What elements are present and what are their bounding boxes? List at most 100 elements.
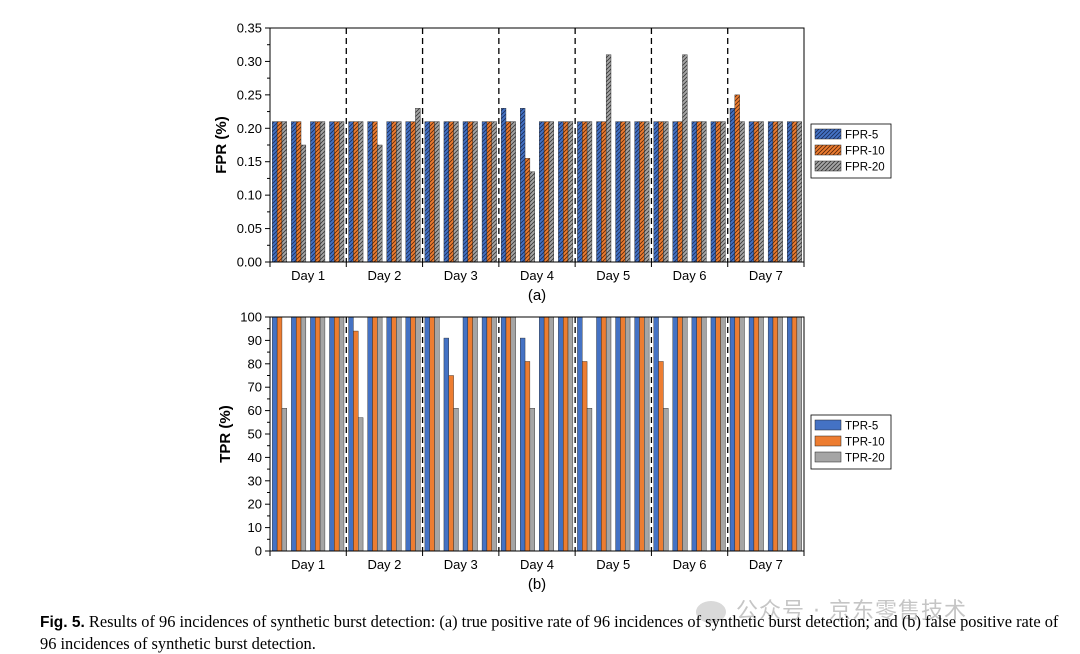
y-tick-label: 0 <box>255 544 262 559</box>
bar-fpr-10-17 <box>582 121 588 263</box>
bar-tpr-20-22 <box>682 316 688 552</box>
x-tick-label: Day 4 <box>520 268 554 283</box>
bar-fpr-5-11 <box>462 121 469 263</box>
bar-tpr-5-21 <box>653 316 659 552</box>
bar-tpr-5-19 <box>615 316 621 552</box>
caption-lead: Fig. 5. <box>40 614 85 631</box>
bar-tpr-20-3 <box>319 316 326 552</box>
bar-tpr-10-11 <box>467 316 473 552</box>
bar-tpr-10-21 <box>658 361 664 552</box>
bar-fpr-5-28 <box>787 121 793 263</box>
bar-tpr-20-12 <box>491 316 497 552</box>
bar-fpr-20-20 <box>644 121 650 263</box>
bar-fpr-10-5 <box>353 121 359 263</box>
bar-tpr-20-1 <box>281 408 287 552</box>
bar-fpr-5-22 <box>672 121 678 263</box>
bar-fpr-5-23 <box>691 121 697 263</box>
bar-fpr-5-8 <box>405 121 411 263</box>
y-tick-label: 60 <box>248 403 262 418</box>
bar-tpr-20-10 <box>453 408 459 552</box>
bar-fpr-5-14 <box>520 108 526 263</box>
x-tick-label: Day 3 <box>444 557 478 572</box>
bar-tpr-20-26 <box>758 316 764 552</box>
bar-tpr-10-16 <box>562 316 569 552</box>
bar-tpr-20-18 <box>605 316 612 552</box>
y-tick-label: 0.00 <box>237 255 262 270</box>
x-tick-label: Day 4 <box>520 557 554 572</box>
bar-fpr-10-16 <box>562 121 569 263</box>
bar-fpr-5-18 <box>596 121 602 263</box>
bar-fpr-5-20 <box>634 121 640 263</box>
x-tick-label: Day 7 <box>749 268 783 283</box>
bar-fpr-5-2 <box>291 121 297 263</box>
bar-tpr-5-12 <box>481 316 488 552</box>
x-tick-label: Day 5 <box>596 557 630 572</box>
bar-tpr-20-2 <box>300 316 307 552</box>
legend-label-fpr-10: FPR-10 <box>845 146 885 158</box>
legend-swatch-fpr-20 <box>814 160 842 172</box>
y-tick-label: 100 <box>240 310 262 325</box>
panel-label: (b) <box>528 576 546 593</box>
bar-tpr-20-28 <box>796 316 802 552</box>
bar-fpr-10-22 <box>677 121 683 263</box>
wechat-icon <box>696 601 726 623</box>
bar-tpr-20-19 <box>625 316 631 552</box>
bar-fpr-5-3 <box>310 121 316 263</box>
bar-tpr-10-26 <box>753 316 759 552</box>
figure: 0.00 0.05 0.10 0.15 0.20 0.25 0.30 0.35 Day 1 Day… <box>213 21 892 593</box>
y-tick-label: 40 <box>248 450 262 465</box>
bar-tpr-5-4 <box>329 316 335 552</box>
bar-tpr-5-26 <box>748 316 755 552</box>
bar-fpr-5-19 <box>615 121 621 263</box>
bar-fpr-5-26 <box>748 121 755 263</box>
bar-tpr-10-17 <box>582 361 588 552</box>
bar-tpr-10-4 <box>334 316 340 552</box>
y-tick-label: 0.05 <box>237 221 262 236</box>
bar-tpr-5-15 <box>539 316 545 552</box>
bar-tpr-10-5 <box>353 330 359 552</box>
bar-fpr-5-6 <box>367 121 373 263</box>
bar-fpr-5-24 <box>710 121 716 263</box>
bar-tpr-5-22 <box>672 316 678 552</box>
bar-tpr-5-2 <box>291 316 297 552</box>
bar-fpr-10-2 <box>295 121 302 263</box>
bar-tpr-20-13 <box>510 316 516 552</box>
bar-tpr-10-3 <box>315 316 321 552</box>
bar-tpr-20-17 <box>586 408 593 552</box>
caption-text: Results of 96 incidences of synthetic bu… <box>40 612 1059 653</box>
bar-fpr-20-12 <box>491 121 497 263</box>
bar-fpr-20-22 <box>682 54 688 263</box>
bar-tpr-5-25 <box>729 316 736 552</box>
bar-fpr-10-24 <box>715 121 721 263</box>
bar-tpr-10-23 <box>696 316 702 552</box>
fpr-chart: 0.00 0.05 0.10 0.15 0.20 0.25 0.30 0.35 Day 1 Day… <box>213 21 892 304</box>
x-tick-label: Day 6 <box>673 557 707 572</box>
bar-tpr-5-1 <box>272 316 278 552</box>
bar-fpr-5-16 <box>558 121 564 263</box>
bar-tpr-20-9 <box>434 316 440 552</box>
legend-swatch-tpr-5 <box>814 419 842 431</box>
y-tick-label: 0.25 <box>237 87 262 102</box>
x-tick-label: Day 2 <box>367 557 401 572</box>
bar-fpr-10-19 <box>620 121 626 263</box>
y-tick-label: 0.20 <box>237 121 262 136</box>
bar-fpr-20-2 <box>300 144 307 263</box>
bar-fpr-20-25 <box>739 121 745 263</box>
bar-tpr-20-20 <box>644 316 650 552</box>
bar-fpr-20-13 <box>510 121 516 263</box>
bar-tpr-5-3 <box>310 316 316 552</box>
bar-tpr-20-11 <box>472 316 478 552</box>
bar-fpr-10-12 <box>486 121 492 263</box>
bar-tpr-5-9 <box>424 316 430 552</box>
x-tick-label: Day 1 <box>291 268 325 283</box>
bar-tpr-10-18 <box>601 316 607 552</box>
legend-label-fpr-20: FPR-20 <box>845 162 885 174</box>
bar-tpr-5-7 <box>386 316 392 552</box>
bar-tpr-10-7 <box>391 316 397 552</box>
bar-fpr-10-14 <box>524 158 531 263</box>
x-tick-label: Day 2 <box>367 268 401 283</box>
bar-fpr-10-4 <box>334 121 340 263</box>
bar-fpr-20-23 <box>701 121 707 263</box>
bar-tpr-10-12 <box>486 316 492 552</box>
bar-fpr-20-5 <box>358 121 364 263</box>
